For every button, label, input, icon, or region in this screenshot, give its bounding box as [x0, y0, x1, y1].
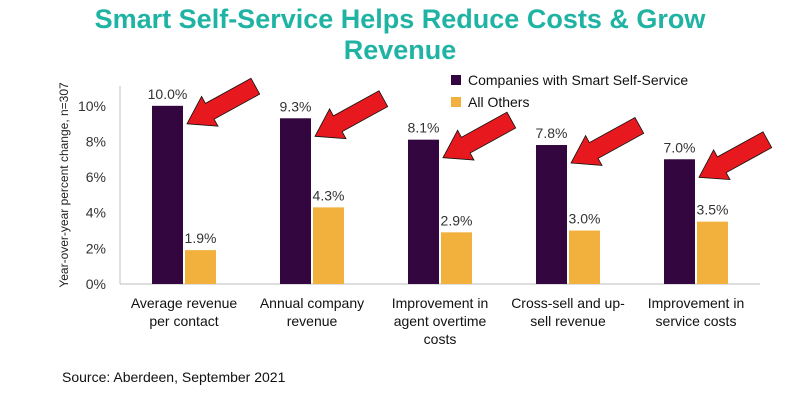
- chart-title: Smart Self-Service Helps Reduce Costs & …: [94, 4, 706, 65]
- bars: [152, 105, 728, 285]
- data-label: 2.9%: [441, 212, 473, 228]
- bar-smart-self-service: [280, 118, 311, 284]
- red-arrow-icon: [570, 116, 645, 166]
- data-label: 3.0%: [569, 211, 601, 227]
- bar-all-others: [441, 232, 472, 284]
- axes: 0% 2% 4% 6% 8% 10% Year-over-year percent chan…: [57, 82, 760, 292]
- legend: Companies with Smart Self-Service All Oth…: [451, 72, 688, 110]
- legend-label: All Others: [468, 94, 529, 110]
- bar-smart-self-service: [408, 139, 439, 284]
- data-label: 7.8%: [536, 125, 568, 141]
- data-label: 3.5%: [697, 202, 729, 218]
- bar-all-others: [569, 230, 600, 284]
- data-label: 4.3%: [313, 187, 345, 203]
- red-arrow-icon: [314, 90, 389, 140]
- bar-all-others: [185, 250, 216, 284]
- bar-smart-self-service: [536, 145, 567, 284]
- data-label: 10.0%: [148, 86, 188, 102]
- red-arrow-icon: [186, 77, 261, 127]
- red-arrow-icon: [442, 111, 517, 161]
- data-label: 1.9%: [185, 230, 217, 246]
- y-tick-label: 0%: [86, 276, 106, 292]
- legend-swatch: [451, 97, 461, 107]
- y-tick-label: 8%: [86, 133, 106, 149]
- bar-smart-self-service: [664, 159, 695, 284]
- category-label: Cross-sell and up-sell revenue: [511, 295, 625, 329]
- data-label: 8.1%: [408, 120, 440, 136]
- data-label: 7.0%: [664, 139, 696, 155]
- bar-smart-self-service: [152, 105, 183, 285]
- bar-all-others: [697, 221, 728, 284]
- category-label: Improvement in service costs: [648, 295, 744, 329]
- red-arrow-icon: [698, 131, 773, 181]
- legend-swatch: [451, 75, 461, 85]
- arrows: [186, 77, 773, 181]
- legend-label: Companies with Smart Self-Service: [468, 72, 688, 88]
- source-note: Source: Aberdeen, September 2021: [62, 369, 286, 385]
- labels: 10.0% 1.9% Average revenue per contact 9.3% 4…: [131, 86, 744, 347]
- data-label: 9.3%: [280, 98, 312, 114]
- bar-all-others: [313, 207, 344, 284]
- y-tick-label: 6%: [86, 169, 106, 185]
- y-tick-label: 2%: [86, 240, 106, 256]
- y-tick-label: 4%: [86, 205, 106, 221]
- y-axis-title: Year-over-year percent change, n=307: [57, 82, 71, 288]
- category-label: Average revenue per contact: [131, 295, 238, 329]
- y-tick-label: 10%: [78, 98, 106, 114]
- category-label: Annual company revenue: [260, 295, 364, 329]
- category-label: Improvement in agent overtime costs: [392, 295, 488, 347]
